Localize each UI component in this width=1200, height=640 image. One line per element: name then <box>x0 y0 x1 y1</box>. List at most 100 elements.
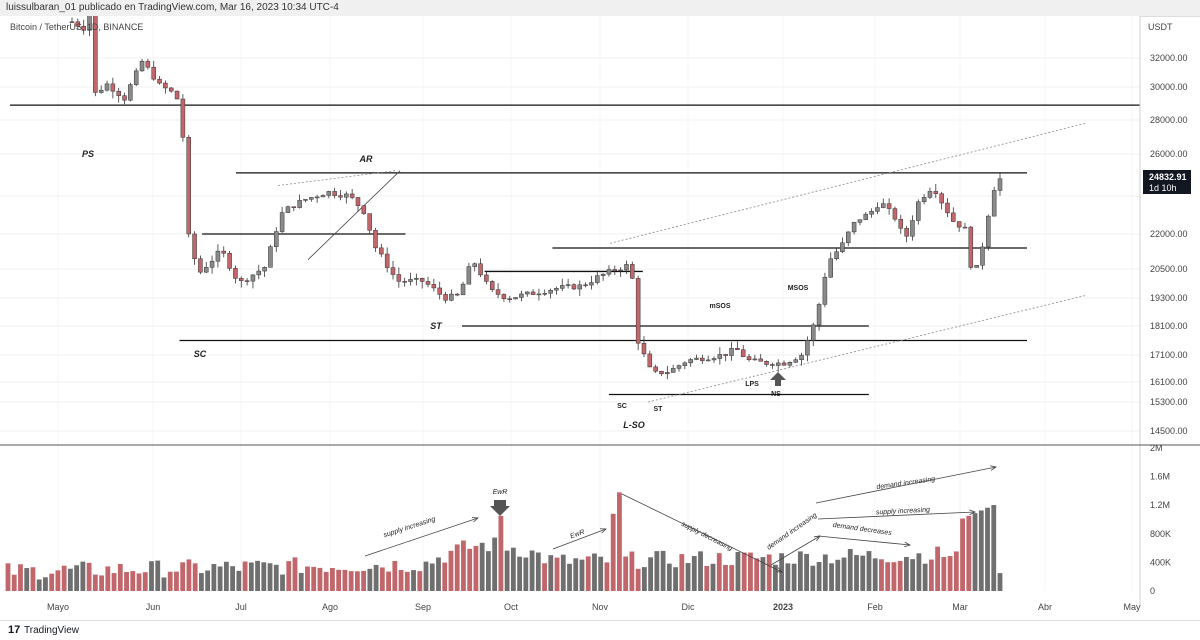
volume-bar <box>255 560 260 591</box>
volume-bar <box>504 550 510 591</box>
volume-bar <box>267 563 273 591</box>
candle-body <box>910 220 915 237</box>
candle-body <box>816 304 822 326</box>
candle-body <box>612 269 618 272</box>
price-badge-box <box>1143 170 1191 194</box>
candle-body <box>163 82 168 89</box>
candle-body <box>192 233 197 259</box>
arrow-head-icon <box>775 567 783 573</box>
candle-body <box>740 349 746 357</box>
volume-bar <box>292 557 298 591</box>
volume-bar <box>860 555 866 591</box>
candle-body <box>128 84 133 101</box>
candle-body <box>460 283 466 296</box>
candle-body <box>361 205 367 214</box>
candle-body <box>507 298 512 300</box>
volume-bar <box>223 561 229 591</box>
volume-bar <box>847 548 853 591</box>
volume-bar <box>592 553 597 591</box>
volume-bar <box>330 567 335 591</box>
candle-body <box>997 178 1003 191</box>
volume-bar <box>654 551 660 591</box>
candle-body <box>735 347 740 350</box>
chart-background <box>0 16 1140 620</box>
arrow-head-icon <box>904 541 912 548</box>
volume-bar <box>273 564 279 591</box>
volume-bar <box>248 562 254 591</box>
volume-bar <box>354 571 360 591</box>
trend-arrow-line <box>621 493 783 573</box>
volume-bar <box>635 568 641 591</box>
candle-body <box>851 222 857 233</box>
ns-arrow-icon <box>770 372 786 386</box>
volume-bar <box>180 562 186 591</box>
candle-body <box>116 90 121 96</box>
volume-bar <box>910 559 916 591</box>
candle-body <box>746 356 752 360</box>
wyckoff-label: SC <box>617 403 627 410</box>
time-axis[interactable]: Mayo Jun Jul Ago Sep Oct Nov Dic 2023 Feb Mar Abr Ma… <box>47 602 1141 612</box>
current-price: 24832.91 <box>1149 172 1187 182</box>
candle-body <box>635 278 641 344</box>
volume-bar <box>698 551 703 591</box>
candle-body <box>939 193 944 204</box>
time-tick-label: Mayo <box>47 602 69 612</box>
time-tick-label: Dic <box>682 602 695 612</box>
volume-bar <box>641 567 647 591</box>
volume-bar <box>941 557 947 591</box>
candle-body <box>186 137 191 235</box>
candle-body <box>758 358 763 362</box>
volume-bar <box>610 513 616 591</box>
candle-body <box>945 202 950 214</box>
volume-bar <box>86 562 92 591</box>
candle-body <box>781 362 787 366</box>
volume-bar <box>523 557 529 591</box>
candle-body <box>991 190 997 217</box>
volume-bar <box>960 518 965 591</box>
candle-body <box>472 263 477 267</box>
candle-body <box>414 277 419 280</box>
candle-body <box>268 246 273 268</box>
volume-bar <box>486 551 491 591</box>
volume-bar <box>473 545 479 591</box>
price-tick-label: 17100.00 <box>1150 350 1188 360</box>
time-tick-label: Oct <box>504 602 519 612</box>
candle-body <box>151 66 156 80</box>
volume-bar <box>685 563 691 591</box>
volume-bar <box>205 570 211 591</box>
candles <box>69 16 1003 380</box>
trend-arrow-line <box>770 535 821 566</box>
volume-bar <box>423 561 429 591</box>
wyckoff-label: ST <box>430 321 443 331</box>
volume-bar <box>136 573 142 591</box>
volume-bar <box>429 563 435 591</box>
volume-bar <box>991 505 997 591</box>
price-tick-label: 30000.00 <box>1150 82 1188 92</box>
candle-body <box>209 260 215 268</box>
price-chart[interactable]: PS SC AR ST SC ST L-SO mSOS MSOS LPS NS EwR supply i… <box>0 16 1200 620</box>
wyckoff-label: PS <box>82 149 94 159</box>
volume-bar <box>411 570 416 591</box>
volume-bar <box>598 556 604 591</box>
wyckoff-label: LPS <box>745 381 759 388</box>
candle-body <box>215 250 221 262</box>
candle-body <box>682 362 688 366</box>
volume-bar <box>67 568 73 591</box>
candle-body <box>250 274 256 282</box>
volume-bar <box>404 571 410 591</box>
volume-axis: 0 400K 800K 1.2M 1.6M 2M <box>1150 443 1171 596</box>
candle-body <box>449 293 454 301</box>
candle-body <box>145 60 151 68</box>
volume-bar <box>61 565 67 591</box>
candle-body <box>320 195 326 198</box>
volume-bar <box>535 552 541 591</box>
candle-body <box>624 264 629 271</box>
candle-body <box>846 231 851 244</box>
price-axis[interactable]: 14500.00 15300.00 16100.00 17100.00 18100.00… <box>1150 53 1188 436</box>
volume-bar <box>30 567 36 591</box>
candle-body <box>554 288 559 291</box>
price-tick-label: 15300.00 <box>1150 397 1188 407</box>
candle-body <box>326 191 332 196</box>
volume-bar <box>729 565 735 591</box>
volume-bar <box>885 562 891 591</box>
